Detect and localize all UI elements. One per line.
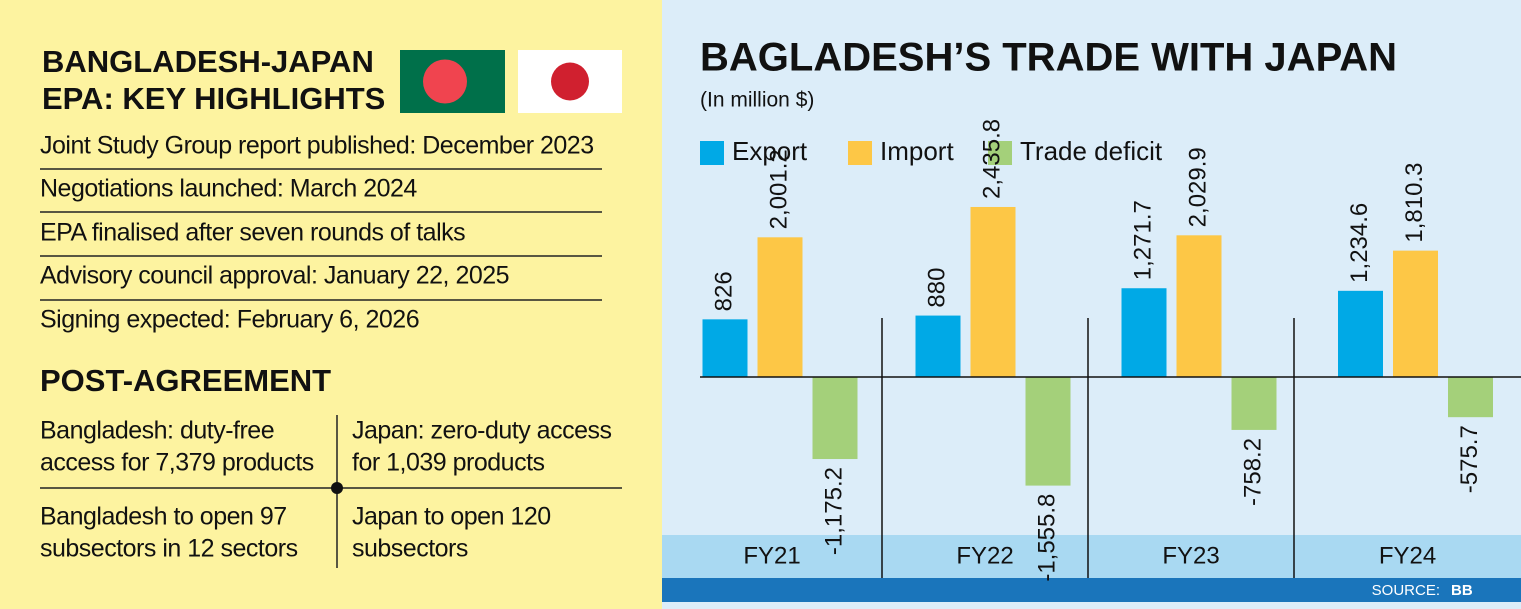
data-label: 1,271.7	[1129, 200, 1156, 280]
data-label: -758.2	[1239, 438, 1266, 506]
source-label: SOURCE:	[1372, 582, 1440, 599]
bar	[915, 315, 961, 377]
flag-disc	[423, 59, 467, 104]
data-label: 1,234.6	[1346, 203, 1373, 283]
bar	[1025, 377, 1071, 486]
source: BB	[1451, 582, 1473, 599]
divider-dot	[331, 482, 343, 494]
legend-swatch	[700, 141, 724, 165]
x-tick-label: FY23	[1162, 542, 1219, 569]
source-band	[662, 578, 1521, 602]
bar	[1448, 377, 1493, 418]
bar	[1176, 235, 1222, 377]
highlight-item: Negotiations launched: March 2024	[40, 175, 417, 203]
bar	[970, 206, 1016, 377]
chart-title: BAGLADESH’S TRADE WITH JAPAN	[700, 36, 1397, 80]
data-label: 2,435.8	[978, 119, 1005, 199]
post-item: Japan to open 120	[352, 503, 551, 531]
bar	[812, 377, 858, 460]
highlight-item: EPA finalised after seven rounds of talk…	[40, 219, 465, 247]
data-label: -575.7	[1456, 425, 1483, 493]
data-label: 2,029.9	[1184, 147, 1211, 227]
data-label: -1,175.2	[820, 467, 847, 555]
bar	[757, 237, 803, 377]
x-tick-label: FY24	[1379, 542, 1436, 569]
highlights-title: BANGLADESH-JAPAN	[42, 44, 374, 79]
bar	[1338, 290, 1383, 377]
post-item: subsectors	[352, 535, 468, 563]
category-band	[662, 535, 1521, 578]
post-item: Japan: zero-duty access	[352, 417, 611, 445]
x-tick-label: FY22	[956, 542, 1013, 569]
post-item: access for 7,379 products	[40, 449, 314, 477]
legend-swatch	[848, 141, 872, 165]
bar	[1121, 288, 1167, 377]
legend-swatch	[988, 141, 1012, 165]
data-label: 880	[923, 268, 950, 308]
data-label: 1,810.3	[1401, 163, 1428, 243]
legend-label: Import	[880, 136, 954, 166]
legend-label: Trade deficit	[1020, 136, 1163, 166]
highlight-item: Signing expected: February 6, 2026	[40, 306, 419, 334]
legend-label: Export	[732, 136, 808, 166]
flag-disc	[551, 62, 589, 101]
data-label: 2,001.2	[765, 149, 792, 229]
x-tick-label: FY21	[743, 542, 800, 569]
highlight-item: Joint Study Group report published: Dece…	[40, 132, 594, 160]
post-item: for 1,039 products	[352, 449, 545, 477]
chart-subtitle: (In million $)	[700, 89, 814, 112]
post-item: subsectors in 12 sectors	[40, 535, 298, 563]
post-agreement-title: POST-AGREEMENT	[40, 363, 331, 398]
bar	[1393, 250, 1438, 377]
post-item: Bangladesh to open 97	[40, 503, 287, 531]
highlights-title: EPA: KEY HIGHLIGHTS	[42, 81, 385, 116]
post-item: Bangladesh: duty-free	[40, 417, 274, 445]
bar	[1231, 377, 1277, 430]
bar	[702, 319, 748, 377]
data-label: 826	[710, 271, 737, 311]
data-label: -1,555.8	[1033, 494, 1060, 582]
highlight-item: Advisory council approval: January 22, 2…	[40, 262, 509, 290]
